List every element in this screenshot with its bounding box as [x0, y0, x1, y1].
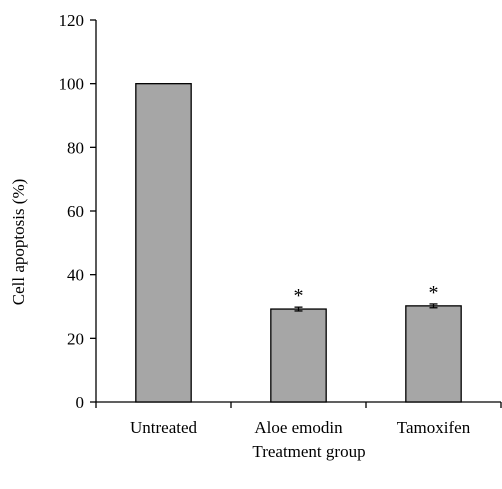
- category-label: Aloe emodin: [254, 418, 343, 437]
- bar: [405, 305, 462, 403]
- y-axis-ticks: 0 20 40 60 80 100 120: [59, 11, 96, 412]
- y-tick-label: 0: [76, 393, 85, 412]
- y-tick-label: 60: [67, 202, 84, 221]
- y-tick-label: 40: [67, 266, 84, 285]
- y-tick-label: 120: [59, 11, 85, 30]
- category-label: Untreated: [130, 418, 198, 437]
- bar: [270, 308, 327, 403]
- y-tick-label: 80: [67, 138, 84, 157]
- y-tick-label: 100: [59, 75, 85, 94]
- y-axis-title: Cell apoptosis (%): [9, 179, 28, 306]
- x-axis-title: Treatment group: [252, 442, 365, 461]
- significance-marker: *: [294, 285, 304, 307]
- bars: * *: [135, 83, 462, 403]
- category-label: Tamoxifen: [397, 418, 471, 437]
- y-tick-label: 20: [67, 329, 84, 348]
- significance-marker: *: [429, 282, 439, 304]
- x-axis-ticks: [95, 402, 502, 408]
- category-labels: Untreated Aloe emodin Tamoxifen: [130, 418, 471, 437]
- bar: [135, 83, 192, 403]
